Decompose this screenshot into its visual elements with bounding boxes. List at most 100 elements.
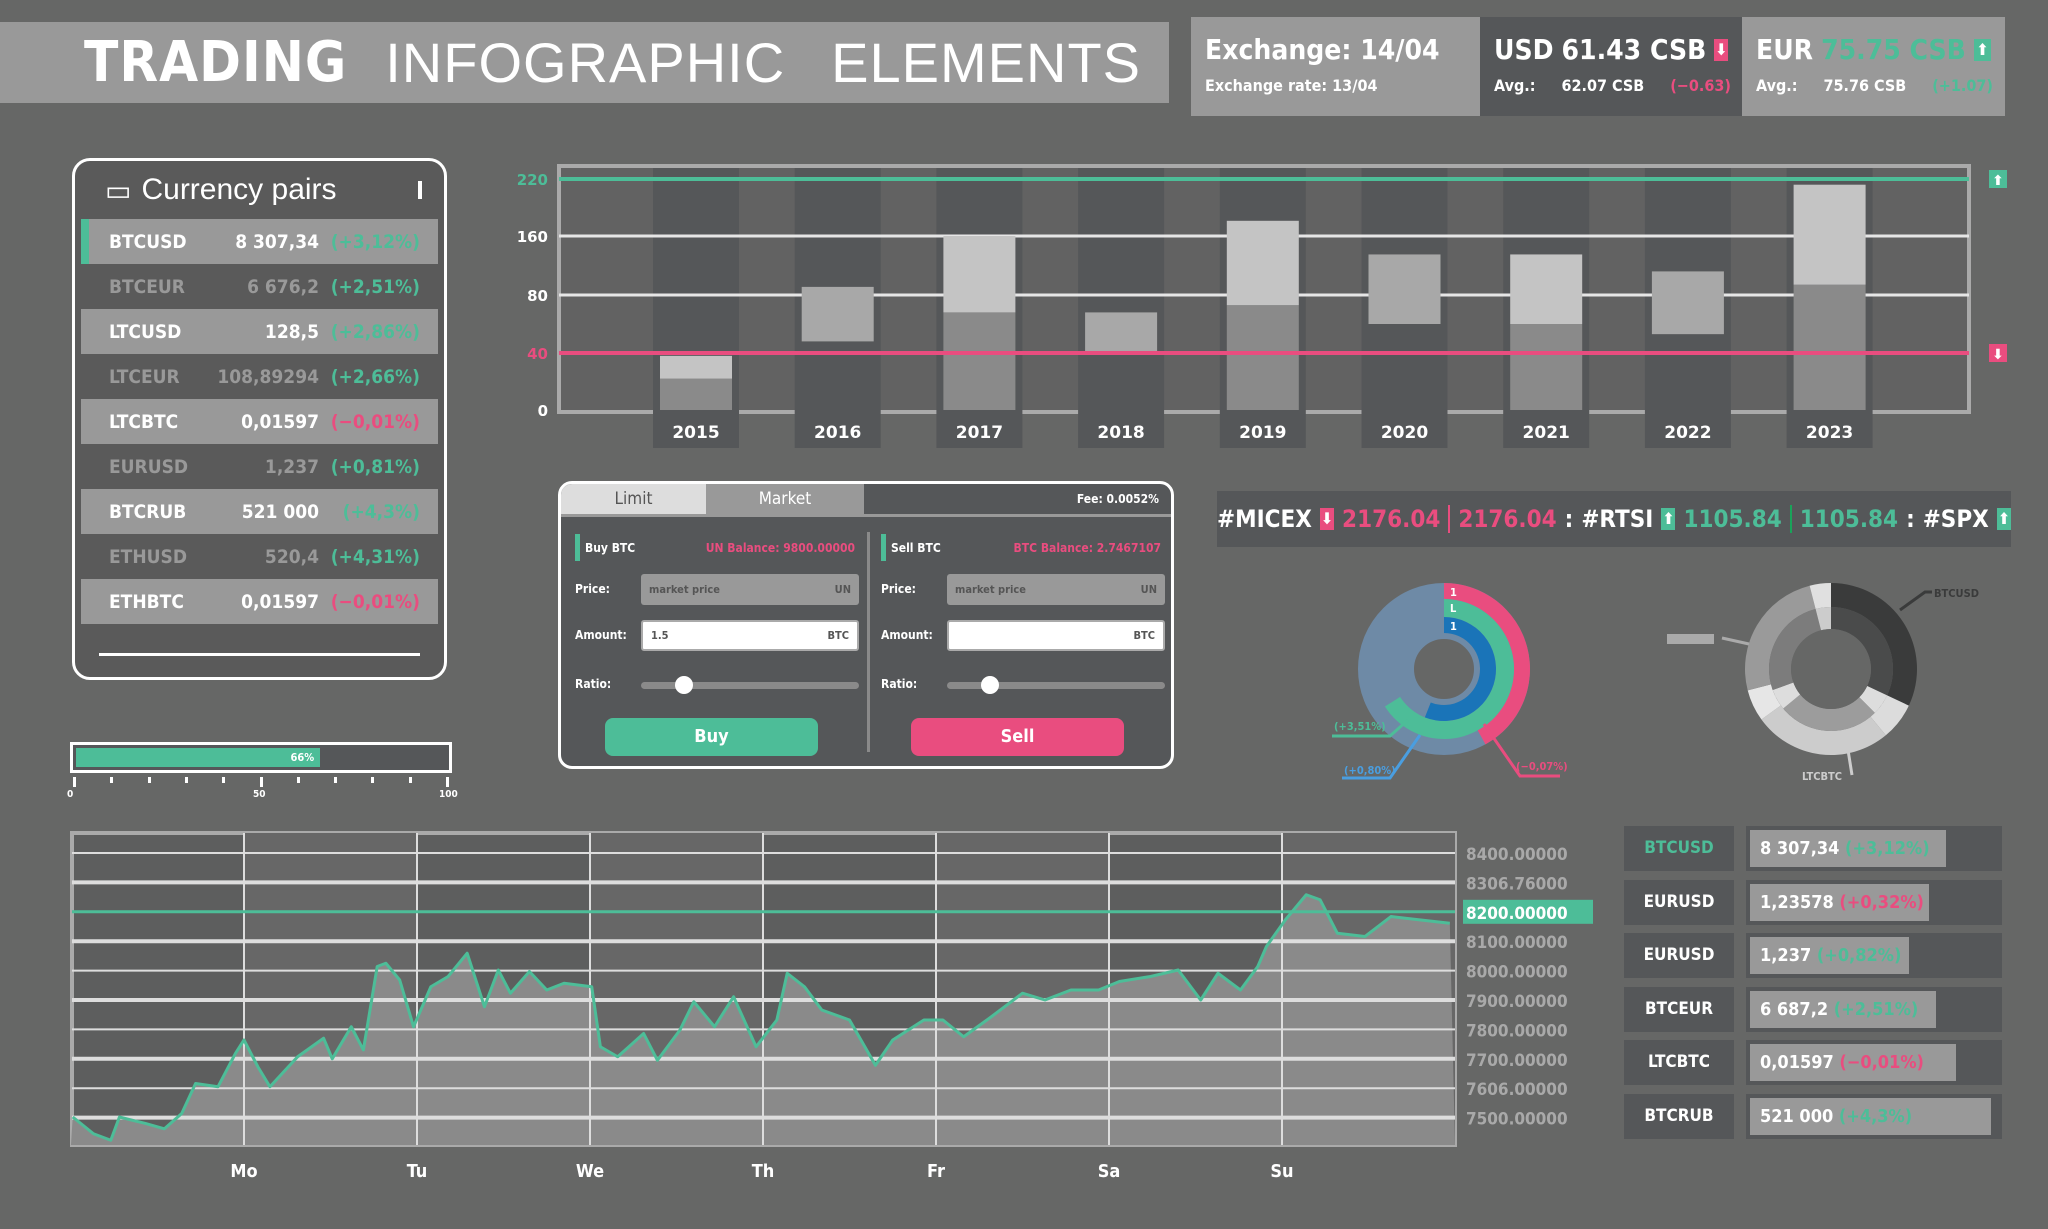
pair-bar-fill: 1,237 (+0,82%) xyxy=(1750,937,1909,974)
buy-price-input[interactable]: market price UN xyxy=(641,574,859,605)
y-tick-label: 8000.00000 xyxy=(1466,963,1568,983)
progress-tick-label: 0 xyxy=(67,789,74,800)
tab-market[interactable]: Market xyxy=(706,484,864,514)
arrow-up-icon xyxy=(1989,170,2007,188)
callout-line xyxy=(1332,718,1409,738)
day-label: Su xyxy=(1270,1161,1293,1180)
year-label: 2021 xyxy=(1523,423,1570,443)
pair-value: 108,89294 xyxy=(217,365,319,388)
sell-amount-input[interactable]: BTC xyxy=(947,620,1165,651)
buy-amount-input[interactable]: 1.5 BTC xyxy=(641,620,859,651)
progress-tick xyxy=(110,777,114,783)
day-label: We xyxy=(576,1161,604,1180)
progress-tick xyxy=(259,777,263,787)
buy-ratio-slider[interactable] xyxy=(641,676,859,694)
currency-pair-row[interactable]: LTCEUR 108,89294 (+2,66%) xyxy=(81,354,438,399)
title-bold: TRADING xyxy=(84,30,348,95)
progress-bar: 66% xyxy=(70,742,452,773)
donut-segment xyxy=(1745,585,1816,691)
price-placeholder: market price xyxy=(955,583,1026,596)
pair-change: (+3,12%) xyxy=(1845,838,1930,859)
y-tick-label: 220 xyxy=(517,171,548,189)
currency-pair-row[interactable]: EURUSD 1,237 (+0,81%) xyxy=(81,444,438,489)
slider-handle[interactable] xyxy=(981,676,1000,694)
ring-marker: L xyxy=(1450,602,1457,615)
pair-bar-track: 0,01597 (−0,01%) xyxy=(1746,1040,2002,1085)
arrow-up-icon: ⬆ xyxy=(1996,508,2011,530)
highlight-badge xyxy=(1463,899,1593,924)
bar-chart: 2015 2016 2017 2018 2019 2020 2021 2022 2023 ⬆ ⬇ 0 4… xyxy=(500,160,2020,450)
pair-change: (+2,66%) xyxy=(330,365,420,388)
y-tick-label: 8200.00000 xyxy=(1466,904,1568,924)
donut-segment xyxy=(1761,705,1886,755)
donut-segment xyxy=(1772,682,1801,709)
pair-name: BTCRUB xyxy=(109,500,187,523)
ratio-label: Ratio: xyxy=(575,677,612,691)
usd-change: (−0.63) xyxy=(1670,76,1731,95)
callout-label: BTCUSD xyxy=(1934,587,1979,600)
progress-tick xyxy=(222,777,226,783)
donut-chart-colored: 1 L 1 (+3,51%) (+0,80%) (−0,07%) xyxy=(1320,570,1580,790)
buy-title: Buy BTC xyxy=(585,541,636,555)
index-value: 2176.04 xyxy=(1342,505,1441,533)
buy-balance: UN Balance: 9800.00000 xyxy=(705,541,855,555)
pair-value: 6 687,2 xyxy=(1760,998,1829,1020)
pair-name: LTCUSD xyxy=(109,320,182,343)
currency-pair-row[interactable]: ETHBTC 0,01597 (−0,01%) xyxy=(81,579,438,624)
pair-bar-row[interactable]: LTCBTC 0,01597 (−0,01%) xyxy=(1624,1040,2002,1085)
callout-line xyxy=(1342,734,1422,780)
pair-value: 1,237 xyxy=(1760,945,1812,966)
pair-bar-row[interactable]: EURUSD 1,237 (+0,82%) xyxy=(1624,933,2002,978)
pair-name: BTCUSD xyxy=(109,230,187,253)
currency-pair-row[interactable]: LTCUSD 128,5 (+2,86%) xyxy=(81,309,438,354)
scroll-handle[interactable] xyxy=(418,181,422,199)
progress-fill: 66% xyxy=(76,748,321,767)
year-label: 2017 xyxy=(956,423,1003,443)
currency-pair-row[interactable]: LTCBTC 0,01597 (−0,01%) xyxy=(81,399,438,444)
currency-pair-row[interactable]: ETHUSD 520,4 (+4,31%) xyxy=(81,534,438,579)
eur-box: EUR 75.75 CSB ⬆ Avg.: 75.76 CSB (+1.07) xyxy=(1742,17,2005,116)
day-label: Tu xyxy=(407,1161,428,1180)
progress-tick xyxy=(408,777,412,783)
buy-button[interactable]: Buy xyxy=(605,718,818,756)
price-line xyxy=(71,893,1450,1142)
divider xyxy=(99,653,420,656)
eur-change: (+1.07) xyxy=(1932,76,1993,95)
arrow-up-icon-glyph: ⬆ xyxy=(1992,173,2004,189)
arrow-up-icon: ⬆ xyxy=(1661,508,1676,530)
pair-bar-row[interactable]: BTCRUB 521 000 (+4,3%) xyxy=(1624,1093,2002,1139)
sell-button[interactable]: Sell xyxy=(911,718,1124,756)
pair-name: EURUSD xyxy=(1624,933,1734,978)
sell-balance: BTC Balance: 2.7467107 xyxy=(1013,541,1161,555)
slider-handle[interactable] xyxy=(675,676,694,694)
sell-ratio-slider[interactable] xyxy=(947,676,1165,694)
currency-pair-row[interactable]: BTCUSD 8 307,34 (+3,12%) xyxy=(81,219,438,264)
pair-value: 0,01597 xyxy=(1760,1052,1834,1073)
progress-tick xyxy=(147,777,151,783)
callout-line xyxy=(1846,749,1854,776)
callout-line xyxy=(1899,590,1932,612)
currency-pair-row[interactable]: BTCRUB 521 000 (+4,3%) xyxy=(81,489,438,534)
sell-price-input[interactable]: market price UN xyxy=(947,574,1165,605)
y-tick-label: 0 xyxy=(538,402,548,420)
y-tick-label: 8400.00000 xyxy=(1466,845,1568,865)
y-tick-label: 7800.00000 xyxy=(1466,1021,1568,1041)
pair-bar-row[interactable]: EURUSD 1,23578 (+0,32%) xyxy=(1624,879,2002,925)
pair-bar-track: 6 687,2 (+2,51%) xyxy=(1746,986,2002,1032)
pair-change: (+4,3%) xyxy=(1838,1105,1913,1127)
pair-change: (+2,86%) xyxy=(330,320,420,343)
y-tick-label: 8100.00000 xyxy=(1466,933,1568,953)
index-name: #MICEX xyxy=(1217,505,1312,533)
callout-label: (−0,07%) xyxy=(1516,760,1568,773)
currency-pair-row[interactable]: BTCEUR 6 676,2 (+2,51%) xyxy=(81,264,438,309)
pair-bar-row[interactable]: BTCUSD 8 307,34 (+3,12%) xyxy=(1624,826,2002,871)
year-label: 2023 xyxy=(1806,423,1853,443)
donut-segment xyxy=(1769,608,1822,691)
pair-bar-row[interactable]: BTCEUR 6 687,2 (+2,51%) xyxy=(1624,986,2002,1032)
donut-segment xyxy=(1831,607,1893,696)
pair-name: BTCUSD xyxy=(1624,826,1734,871)
callout-label: (+3,51%) xyxy=(1334,720,1386,733)
tab-limit[interactable]: Limit xyxy=(561,484,706,514)
exchange-rate: Exchange rate: 13/04 xyxy=(1205,76,1378,95)
arrow-down-icon xyxy=(1989,344,2007,362)
